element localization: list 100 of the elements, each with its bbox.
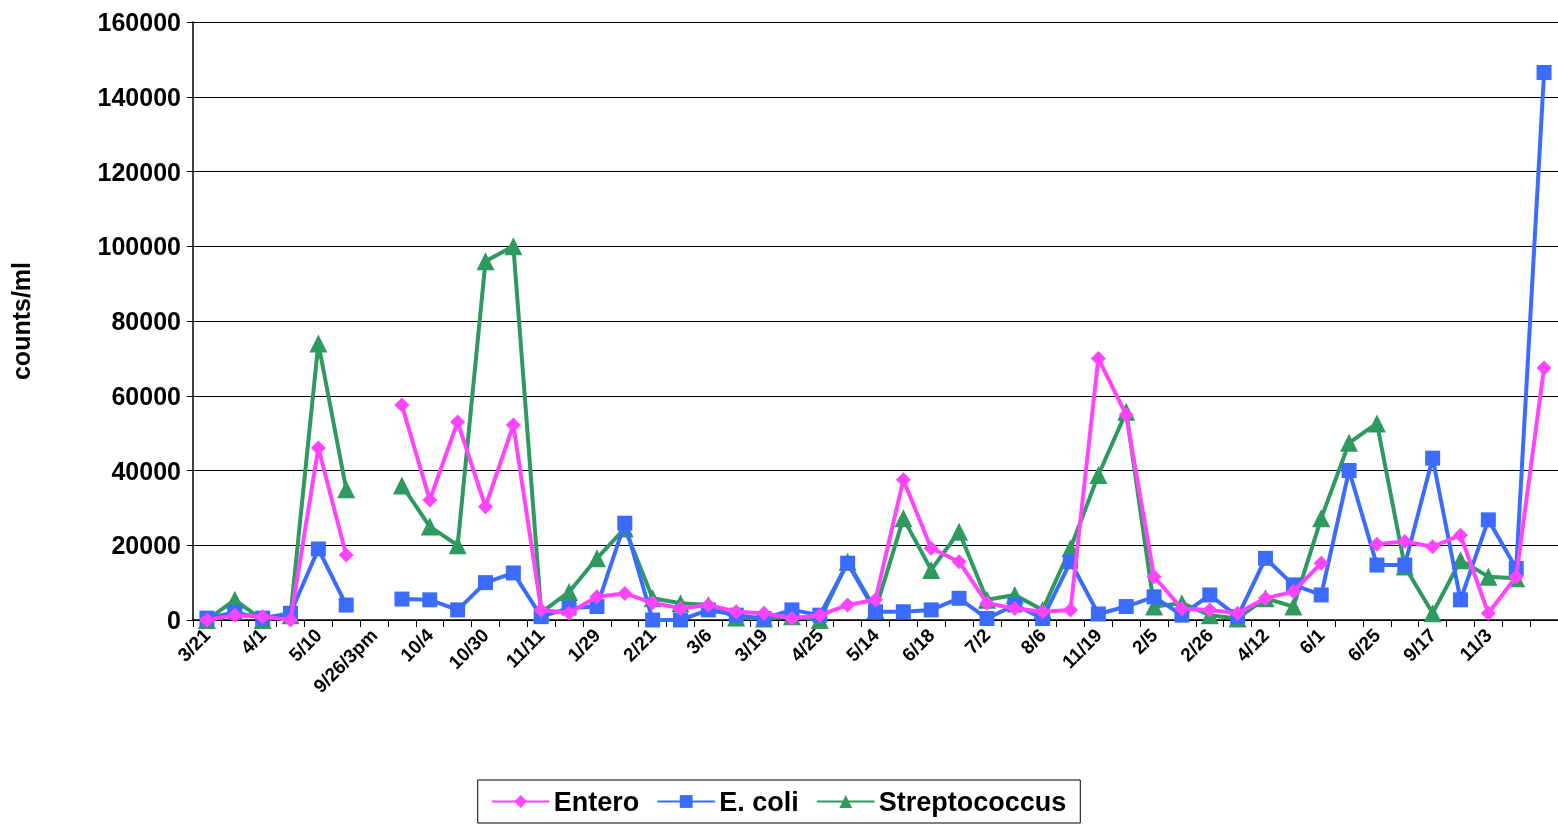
point bbox=[784, 611, 800, 627]
point bbox=[1146, 589, 1162, 605]
point bbox=[1423, 604, 1442, 623]
point bbox=[673, 612, 688, 628]
point bbox=[1367, 414, 1386, 433]
point bbox=[1202, 587, 1218, 603]
point bbox=[951, 554, 967, 570]
y-tick-label: 40000 bbox=[111, 456, 181, 485]
x-tick-label: 11/3 bbox=[1455, 624, 1496, 665]
point bbox=[895, 604, 911, 620]
point bbox=[1313, 587, 1329, 603]
point bbox=[505, 565, 521, 581]
x-tick-label: 3/6 bbox=[682, 624, 716, 659]
point bbox=[450, 414, 466, 430]
point bbox=[1369, 557, 1385, 573]
y-tick-label: 80000 bbox=[111, 307, 181, 335]
point bbox=[1118, 599, 1134, 615]
point bbox=[617, 585, 633, 601]
point bbox=[673, 600, 688, 616]
point bbox=[979, 611, 995, 627]
y-axis-title: counts/ml bbox=[6, 261, 35, 381]
point bbox=[1480, 512, 1496, 528]
point bbox=[1230, 605, 1246, 621]
point bbox=[1312, 509, 1331, 528]
point bbox=[422, 592, 438, 608]
point bbox=[950, 522, 969, 541]
x-tick-label: 3/19 bbox=[730, 624, 772, 666]
x-tick-label: 4/1 bbox=[236, 624, 271, 659]
point bbox=[1453, 527, 1468, 543]
x-tick-label: 6/1 bbox=[1295, 624, 1329, 659]
point bbox=[1425, 450, 1441, 466]
point bbox=[420, 517, 439, 536]
x-tick-label: 4/12 bbox=[1231, 624, 1273, 666]
point bbox=[394, 397, 410, 413]
point bbox=[1202, 602, 1218, 618]
point bbox=[392, 476, 411, 495]
point bbox=[422, 492, 438, 508]
x-tick-label: 6/18 bbox=[897, 624, 939, 666]
point bbox=[645, 595, 661, 611]
point bbox=[951, 590, 967, 606]
point bbox=[1340, 433, 1359, 452]
y-tick-label: 100000 bbox=[97, 232, 181, 261]
point bbox=[1090, 606, 1106, 622]
point bbox=[310, 541, 326, 557]
point bbox=[1425, 539, 1441, 555]
point bbox=[1369, 536, 1385, 552]
y-tick-label: 0 bbox=[167, 606, 181, 634]
point bbox=[840, 597, 856, 613]
point bbox=[868, 592, 883, 608]
point bbox=[923, 602, 939, 618]
point bbox=[1174, 601, 1190, 617]
x-tick-label: 2/5 bbox=[1127, 624, 1162, 659]
point bbox=[979, 595, 995, 611]
point bbox=[1090, 350, 1106, 366]
point bbox=[1536, 360, 1552, 376]
point bbox=[1313, 555, 1329, 571]
point bbox=[923, 540, 939, 556]
point bbox=[476, 252, 495, 271]
point bbox=[1397, 534, 1413, 550]
point bbox=[1479, 567, 1498, 586]
point bbox=[504, 237, 523, 256]
y-tick-label: 140000 bbox=[97, 82, 181, 111]
point bbox=[1285, 584, 1301, 600]
x-tick-label: 4/25 bbox=[786, 624, 828, 666]
point bbox=[309, 334, 328, 353]
point bbox=[338, 597, 354, 613]
point bbox=[895, 472, 911, 488]
y-tick-label: 60000 bbox=[111, 381, 181, 410]
point bbox=[450, 602, 466, 618]
point bbox=[533, 602, 549, 618]
legend-label: Streptococcus bbox=[878, 786, 1067, 817]
point bbox=[645, 612, 661, 628]
x-tick-label: 8/6 bbox=[1016, 624, 1051, 659]
point bbox=[922, 560, 941, 579]
point bbox=[1035, 604, 1051, 620]
point bbox=[589, 589, 605, 605]
point bbox=[338, 547, 354, 563]
point bbox=[478, 575, 493, 591]
point bbox=[394, 591, 410, 607]
point bbox=[1480, 605, 1496, 621]
y-tick-label: 160000 bbox=[97, 8, 181, 36]
x-tick-label: 7/2 bbox=[960, 624, 995, 659]
x-tick-label: 2/21 bbox=[619, 624, 661, 666]
point bbox=[1146, 569, 1162, 585]
point bbox=[337, 480, 356, 499]
point bbox=[1341, 463, 1357, 478]
point bbox=[283, 612, 298, 628]
legend-label: E. coli bbox=[719, 786, 799, 817]
point bbox=[1453, 592, 1468, 608]
y-tick-label: 20000 bbox=[111, 531, 181, 560]
point bbox=[868, 604, 883, 620]
point bbox=[561, 605, 577, 621]
point bbox=[1258, 550, 1273, 566]
point bbox=[1118, 407, 1134, 423]
point bbox=[587, 549, 606, 568]
point bbox=[478, 499, 493, 515]
point bbox=[1536, 64, 1552, 80]
y-tick-label: 120000 bbox=[97, 157, 181, 186]
point bbox=[894, 509, 913, 528]
point bbox=[1089, 465, 1108, 484]
